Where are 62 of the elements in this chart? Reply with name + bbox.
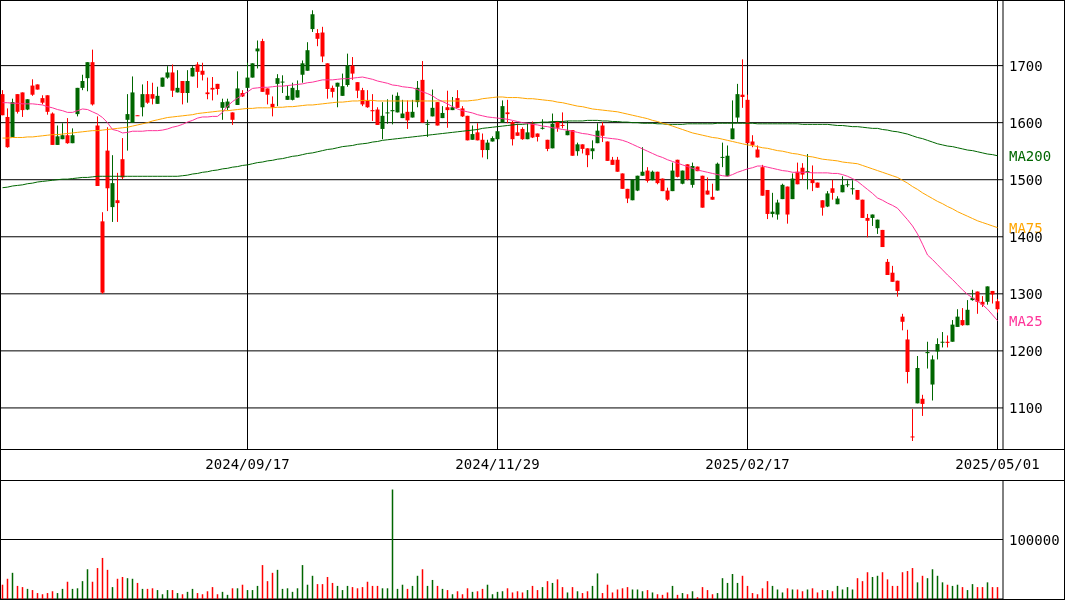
candlestick	[940, 331, 945, 348]
candlestick	[430, 89, 435, 117]
candlestick	[320, 26, 325, 63]
candlestick	[340, 73, 345, 97]
series-label: MA200	[1009, 147, 1052, 164]
candlestick	[505, 99, 510, 124]
candlestick	[405, 99, 410, 130]
candlestick	[480, 133, 485, 158]
candlestick	[85, 61, 90, 92]
candlestick	[935, 337, 940, 360]
candlestick	[920, 394, 925, 417]
candlestick	[350, 56, 355, 81]
candlestick	[140, 83, 145, 117]
candlestick	[235, 70, 240, 106]
candlestick	[500, 99, 505, 124]
candlestick	[670, 162, 675, 192]
candlestick	[965, 299, 970, 326]
x-tick-label: 2025/02/17	[705, 456, 790, 472]
candlestick	[775, 199, 780, 221]
candlestick	[600, 121, 605, 143]
y-tick-label: 1100	[1009, 399, 1043, 416]
candlestick	[640, 146, 645, 177]
candlestick	[115, 172, 120, 223]
y-tick-label: 100000	[1009, 531, 1060, 548]
candlestick	[310, 9, 315, 33]
y-tick-label: 1600	[1009, 114, 1043, 131]
candlestick	[850, 179, 855, 196]
candlestick	[255, 40, 260, 69]
candlestick	[120, 137, 125, 180]
candlestick	[205, 77, 210, 100]
candlestick	[590, 139, 595, 160]
candlestick	[150, 82, 155, 105]
candlestick	[180, 80, 185, 105]
y-tick-label: 1300	[1009, 285, 1043, 302]
candlestick	[170, 63, 175, 98]
y-tick-label: 1500	[1009, 171, 1043, 188]
candlestick	[435, 101, 440, 127]
candlestick	[20, 91, 25, 118]
candlestick	[985, 285, 990, 306]
x-tick-label: 2024/09/17	[205, 456, 290, 472]
candlestick	[585, 147, 590, 168]
y-tick-label: 1700	[1009, 57, 1043, 74]
candlestick	[245, 62, 250, 89]
candlestick	[790, 172, 795, 200]
candlestick	[445, 90, 450, 129]
candlestick	[305, 41, 310, 72]
candlestick	[690, 162, 695, 189]
candlestick	[65, 117, 70, 145]
candlestick	[865, 213, 870, 238]
series-label: MA25	[1009, 312, 1043, 329]
candlestick	[0, 89, 5, 116]
candlestick	[910, 408, 915, 442]
y-tick-label: 1200	[1009, 342, 1043, 359]
candlestick	[805, 153, 810, 190]
x-tick-label: 2024/11/29	[455, 456, 540, 472]
candlestick	[385, 98, 390, 125]
candlestick	[345, 53, 350, 88]
candlestick	[830, 179, 835, 201]
candlestick	[725, 144, 730, 177]
x-tick-label: 2025/05/01	[955, 456, 1040, 472]
candlestick	[185, 69, 190, 104]
candlestick	[485, 139, 490, 160]
